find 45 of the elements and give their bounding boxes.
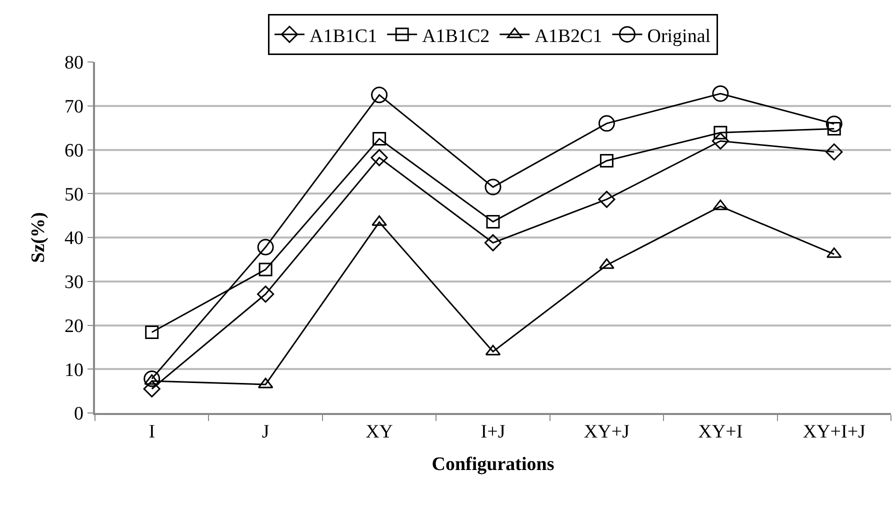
point xyxy=(826,143,843,160)
point xyxy=(598,190,616,208)
y-tick-label: 30 xyxy=(64,272,84,294)
legend-label: A1B1C1 xyxy=(310,26,378,47)
point xyxy=(712,132,729,150)
y-tick-label: 70 xyxy=(64,96,84,118)
y-tick-label: 10 xyxy=(64,360,84,381)
point xyxy=(143,380,160,398)
x-tick-label: XY+I+J xyxy=(802,422,866,443)
point xyxy=(484,234,502,252)
x-tick-label: I xyxy=(148,422,156,443)
point xyxy=(598,115,615,132)
legend-label: A1B1C2 xyxy=(422,26,490,47)
x-tick-label: XY+J xyxy=(584,422,630,443)
x-tick-label: J xyxy=(262,422,270,443)
y-tick-label: 40 xyxy=(64,228,84,250)
y-tick-label: 0 xyxy=(74,404,84,425)
legend-label: Original xyxy=(647,26,711,47)
x-tick-label: XY xyxy=(366,422,394,443)
y-tick-label: 20 xyxy=(64,316,84,337)
legend-label: A1B2C1 xyxy=(534,26,602,47)
point xyxy=(712,85,729,102)
point xyxy=(826,116,842,132)
point xyxy=(370,149,388,166)
y-axis-title: Sz(%) xyxy=(28,212,49,263)
point xyxy=(144,370,160,388)
point xyxy=(827,122,841,136)
point xyxy=(371,86,388,104)
point xyxy=(257,238,274,256)
point xyxy=(486,214,500,228)
x-axis-title: Configurations xyxy=(432,454,554,475)
point xyxy=(257,286,274,303)
point xyxy=(145,326,159,340)
y-tick-label: 80 xyxy=(64,52,84,74)
point xyxy=(372,132,386,146)
point xyxy=(599,258,614,269)
x-tick-label: XY+I xyxy=(698,422,743,443)
point xyxy=(600,154,614,168)
y-tick-label: 60 xyxy=(64,140,84,162)
point xyxy=(372,215,387,226)
point xyxy=(258,262,272,276)
y-tick-label: 50 xyxy=(64,184,84,206)
x-tick-label: I+J xyxy=(480,422,506,443)
point xyxy=(714,126,728,140)
point xyxy=(484,178,502,196)
